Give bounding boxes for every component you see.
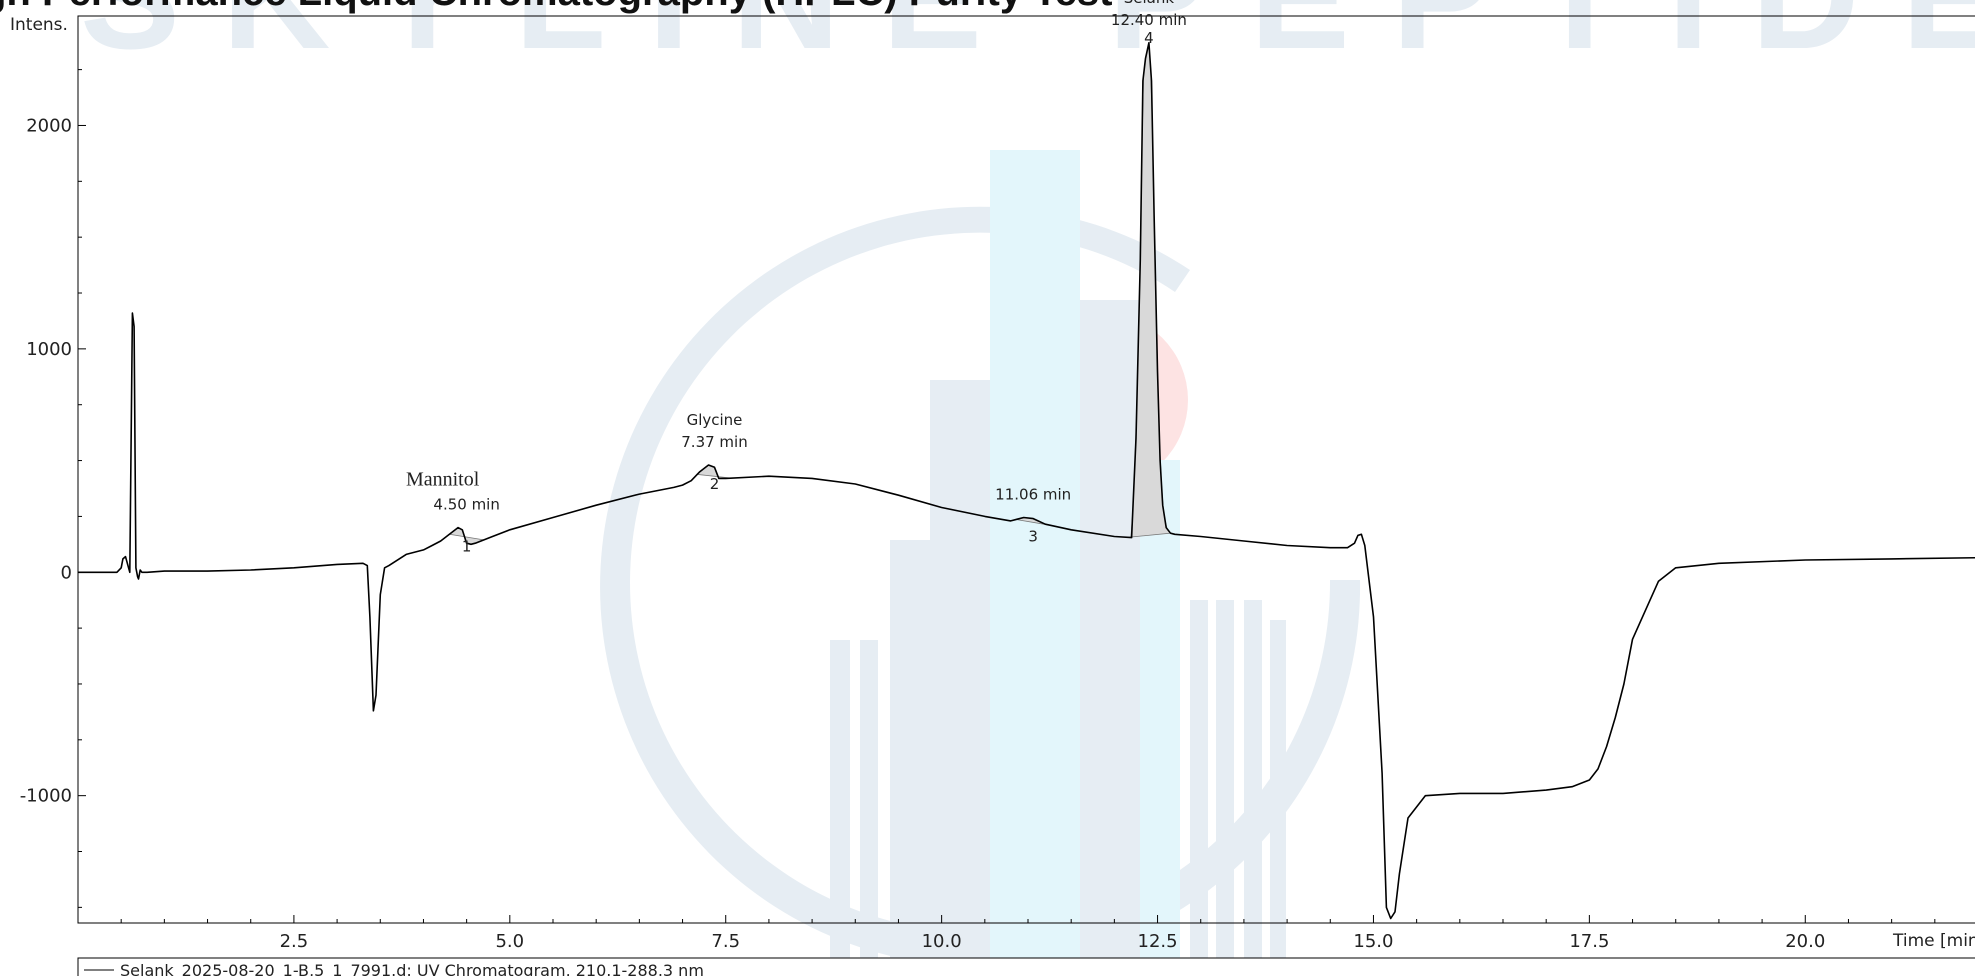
x-minor-ticks bbox=[120, 919, 1936, 923]
peak-name: Selank bbox=[1124, 0, 1175, 7]
legend-entry: Selank_2025-08-20_1-B,5_1_7991.d: UV Chr… bbox=[120, 961, 704, 976]
y-minor-ticks bbox=[78, 69, 82, 908]
peak-name: Glycine bbox=[687, 411, 743, 429]
x-tick-label: 20.0 bbox=[1785, 931, 1825, 952]
peak-number: 1 bbox=[462, 538, 472, 556]
peak-number: 4 bbox=[1144, 29, 1154, 47]
watermark: SKYLINE PEPTIDES bbox=[80, 0, 1975, 970]
peak-number: 2 bbox=[710, 475, 720, 493]
peak-name: Mannitol bbox=[406, 469, 480, 491]
y-tick-label: 0 bbox=[61, 562, 72, 583]
y-axis: -1000 0 1000 2000 bbox=[20, 115, 86, 807]
y-axis-title: Intens. bbox=[10, 15, 68, 35]
x-tick-label: 2.5 bbox=[280, 931, 309, 952]
chromatogram-trace bbox=[78, 42, 1975, 920]
peak-retention-time: 4.50 min bbox=[433, 496, 499, 514]
peak-label-2: Glycine 7.37 min 2 bbox=[681, 411, 747, 493]
x-tick-label: 17.5 bbox=[1569, 931, 1609, 952]
peak-labels: Mannitol 4.50 min 1 Glycine 7.37 min 2 11.06 m… bbox=[406, 0, 1187, 556]
y-tick-label: 1000 bbox=[26, 339, 72, 360]
skyline-building-logo-icon bbox=[600, 150, 1361, 970]
peak-label-3: 11.06 min 3 bbox=[995, 486, 1071, 546]
x-tick-label: 7.5 bbox=[711, 931, 740, 952]
x-tick-label: 10.0 bbox=[922, 931, 962, 952]
peak-retention-time: 12.40 min bbox=[1111, 11, 1187, 29]
page-title: gh Performance Liquid Chromatography (HP… bbox=[0, 0, 1112, 14]
peak-number: 3 bbox=[1028, 528, 1038, 546]
y-tick-label: -1000 bbox=[20, 786, 72, 807]
x-axis-title: Time [min] bbox=[1892, 931, 1975, 951]
peak-retention-time: 7.37 min bbox=[681, 433, 747, 451]
x-axis: 2.5 5.0 7.5 10.0 12.5 15.0 17.5 20.0 bbox=[280, 915, 1825, 952]
watermark-text: SKYLINE PEPTIDES bbox=[80, 0, 1975, 80]
y-tick-label: 2000 bbox=[26, 115, 72, 136]
peak-retention-time: 11.06 min bbox=[995, 486, 1071, 504]
x-tick-label: 5.0 bbox=[495, 931, 524, 952]
legend-box bbox=[77, 957, 1975, 976]
x-tick-label: 15.0 bbox=[1353, 931, 1393, 952]
peak-label-1: Mannitol 4.50 min 1 bbox=[406, 469, 500, 556]
x-tick-label: 12.5 bbox=[1138, 931, 1178, 952]
